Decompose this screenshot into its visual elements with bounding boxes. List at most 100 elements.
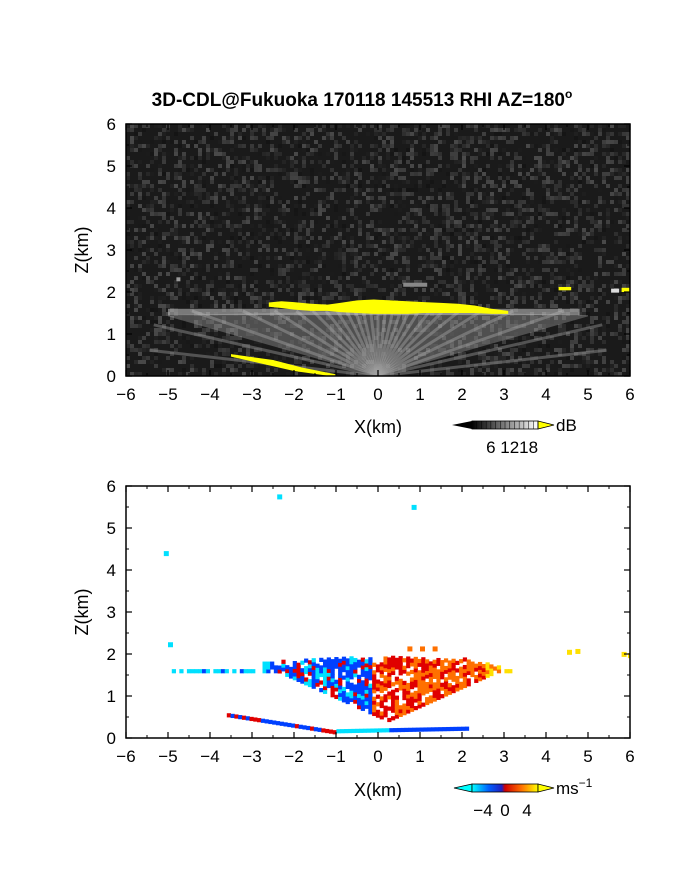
- noise-pixel: [586, 152, 590, 156]
- noise-pixel: [402, 332, 406, 336]
- noise-pixel: [534, 212, 538, 216]
- noise-pixel: [326, 252, 330, 256]
- noise-pixel: [586, 364, 590, 368]
- noise-pixel: [382, 164, 386, 168]
- noise-pixel: [574, 332, 578, 336]
- noise-pixel: [162, 264, 166, 268]
- velocity-cell: [466, 682, 471, 687]
- noise-pixel: [358, 144, 362, 148]
- noise-pixel: [438, 268, 442, 272]
- noise-pixel: [342, 364, 346, 368]
- noise-pixel: [322, 352, 326, 356]
- noise-pixel: [330, 236, 334, 240]
- noise-pixel: [250, 284, 254, 288]
- velocity-low-cell: [253, 717, 258, 722]
- noise-pixel: [410, 340, 414, 344]
- noise-pixel: [350, 240, 354, 244]
- noise-pixel: [446, 208, 450, 212]
- noise-pixel: [494, 128, 498, 132]
- noise-pixel: [338, 248, 342, 252]
- noise-pixel: [378, 160, 382, 164]
- velocity-low-cell: [446, 726, 451, 732]
- noise-pixel: [390, 236, 394, 240]
- velocity-cell: [409, 700, 415, 705]
- noise-pixel: [474, 348, 478, 352]
- noise-pixel: [146, 204, 150, 208]
- noise-pixel: [310, 220, 314, 224]
- noise-pixel: [254, 240, 258, 244]
- noise-pixel: [410, 208, 414, 212]
- noise-pixel: [554, 352, 558, 356]
- noise-pixel: [454, 144, 458, 148]
- noise-pixel: [506, 368, 510, 372]
- noise-pixel: [622, 212, 626, 216]
- noise-pixel: [462, 144, 466, 148]
- noise-pixel: [594, 360, 598, 364]
- noise-pixel: [182, 296, 186, 300]
- noise-pixel: [126, 216, 130, 220]
- noise-pixel: [618, 132, 622, 136]
- noise-pixel: [602, 200, 606, 204]
- velocity-cell: [372, 681, 377, 686]
- noise-pixel: [222, 156, 226, 160]
- noise-pixel: [590, 164, 594, 168]
- noise-pixel: [514, 324, 518, 328]
- noise-pixel: [202, 152, 206, 156]
- noise-pixel: [458, 244, 462, 248]
- velocity-cell: [406, 686, 411, 691]
- velocity-cell: [338, 692, 343, 697]
- noise-pixel: [558, 284, 562, 288]
- noise-pixel: [302, 300, 306, 304]
- noise-pixel: [598, 320, 602, 324]
- noise-pixel: [494, 352, 498, 356]
- noise-pixel: [130, 348, 134, 352]
- noise-pixel: [218, 224, 222, 228]
- noise-pixel: [538, 360, 542, 364]
- velocity-low-cell: [355, 728, 360, 733]
- noise-pixel: [554, 260, 558, 264]
- noise-pixel: [310, 236, 314, 240]
- noise-pixel: [406, 188, 410, 192]
- noise-pixel: [538, 168, 542, 172]
- noise-pixel: [398, 172, 402, 176]
- noise-pixel: [238, 228, 242, 232]
- noise-pixel: [142, 316, 146, 320]
- noise-pixel: [594, 148, 598, 152]
- noise-pixel: [534, 216, 538, 220]
- noise-pixel: [494, 364, 498, 368]
- noise-pixel: [386, 296, 390, 300]
- noise-pixel: [366, 340, 370, 344]
- noise-pixel: [394, 344, 398, 348]
- noise-pixel: [338, 352, 342, 356]
- noise-pixel: [426, 184, 430, 188]
- velocity-cell: [368, 657, 373, 662]
- velocity-cell: [443, 665, 449, 671]
- noise-pixel: [366, 232, 370, 236]
- noise-pixel: [450, 220, 454, 224]
- noise-pixel: [498, 348, 502, 352]
- noise-pixel: [194, 180, 198, 184]
- noise-pixel: [622, 220, 626, 224]
- noise-pixel: [294, 360, 298, 364]
- noise-pixel: [202, 156, 206, 160]
- noise-pixel: [330, 160, 334, 164]
- noise-pixel: [390, 152, 394, 156]
- noise-pixel: [446, 356, 450, 360]
- velocity-cell: [360, 665, 365, 670]
- noise-pixel: [546, 196, 550, 200]
- velocity-cell: [432, 689, 437, 695]
- noise-pixel: [306, 288, 310, 292]
- noise-pixel: [234, 144, 238, 148]
- noise-pixel: [294, 136, 298, 140]
- noise-pixel: [606, 208, 610, 212]
- velocity-cell: [443, 677, 449, 682]
- noise-pixel: [570, 248, 574, 252]
- noise-pixel: [154, 332, 158, 336]
- noise-pixel: [398, 220, 402, 224]
- velocity-cell: [436, 673, 441, 678]
- noise-pixel: [346, 320, 350, 324]
- noise-pixel: [402, 188, 406, 192]
- velocity-cell: [481, 667, 486, 672]
- noise-pixel: [334, 220, 338, 224]
- noise-pixel: [138, 140, 142, 144]
